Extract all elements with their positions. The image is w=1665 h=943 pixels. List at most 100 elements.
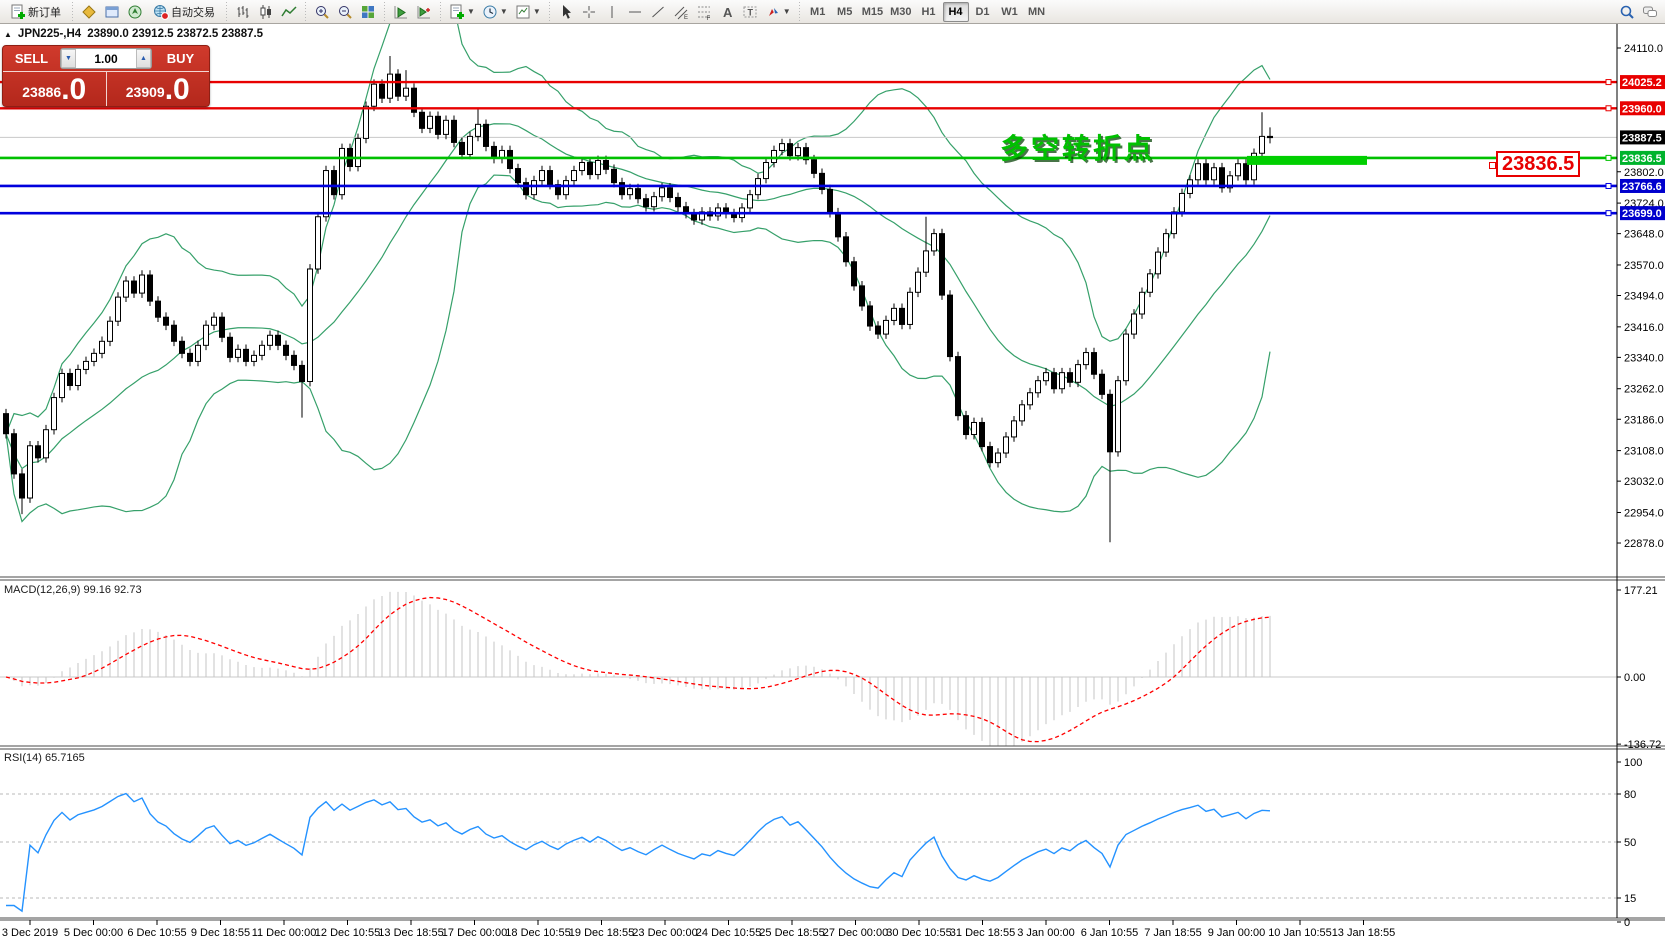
collapse-triangle-icon[interactable]: ▲ bbox=[4, 29, 12, 39]
template-button[interactable]: ▼ bbox=[512, 2, 544, 22]
chat-button[interactable] bbox=[1639, 2, 1661, 22]
volume-input[interactable] bbox=[76, 49, 136, 68]
volume-decrease-button[interactable]: ▼ bbox=[61, 49, 76, 68]
chart-area[interactable]: 24110.0 23802.0 23724.0 23648.0 23570.0 23494… bbox=[0, 24, 1665, 943]
new-order-button[interactable]: 新订单 bbox=[4, 2, 67, 22]
svg-text:13 Dec 18:55: 13 Dec 18:55 bbox=[378, 927, 443, 939]
svg-text:23340.0: 23340.0 bbox=[1624, 352, 1664, 364]
data-window-icon bbox=[104, 4, 120, 20]
sell-price-frac: .0 bbox=[61, 73, 87, 106]
svg-text:24 Dec 10:55: 24 Dec 10:55 bbox=[696, 927, 761, 939]
text-button[interactable]: A bbox=[716, 2, 738, 22]
svg-text:23186.0: 23186.0 bbox=[1624, 414, 1664, 426]
svg-text:23699.0: 23699.0 bbox=[1622, 208, 1662, 220]
zoom-in-button[interactable] bbox=[311, 2, 333, 22]
text-label-icon: T bbox=[742, 4, 758, 20]
buy-button[interactable]: BUY bbox=[166, 51, 195, 66]
search-icon bbox=[1619, 4, 1635, 20]
svg-text:3 Jan 00:00: 3 Jan 00:00 bbox=[1017, 927, 1075, 939]
toolbar-separator bbox=[546, 1, 552, 22]
cursor-icon bbox=[558, 4, 574, 20]
svg-text:50: 50 bbox=[1624, 837, 1636, 849]
svg-text:23 Dec 00:00: 23 Dec 00:00 bbox=[632, 927, 697, 939]
timeframe-h1-button[interactable]: H1 bbox=[921, 5, 936, 18]
zoom-out-icon bbox=[337, 4, 353, 20]
svg-text:A: A bbox=[723, 5, 733, 20]
svg-text:23648.0: 23648.0 bbox=[1624, 229, 1664, 241]
svg-text:17 Dec 00:00: 17 Dec 00:00 bbox=[442, 927, 507, 939]
chart-canvas[interactable]: 24110.023802.023724.023648.023570.023494… bbox=[0, 24, 1665, 943]
fibonacci-button[interactable]: F bbox=[693, 2, 715, 22]
svg-text:0: 0 bbox=[1624, 917, 1630, 929]
data-window-button[interactable] bbox=[101, 2, 123, 22]
svg-text:27 Dec 00:00: 27 Dec 00:00 bbox=[823, 927, 888, 939]
line-chart-icon bbox=[281, 4, 297, 20]
crosshair-icon bbox=[581, 4, 597, 20]
arrows-icon bbox=[765, 4, 781, 20]
arrows-button[interactable]: ▼ bbox=[762, 2, 794, 22]
period-button[interactable]: ▼ bbox=[479, 2, 511, 22]
sell-price[interactable]: 23886 .0 bbox=[3, 72, 107, 106]
timeframe-mn-button[interactable]: MN bbox=[1027, 5, 1046, 18]
svg-text:30 Dec 10:55: 30 Dec 10:55 bbox=[886, 927, 951, 939]
svg-text:24025.2: 24025.2 bbox=[1622, 77, 1662, 89]
svg-text:3 Dec 2019: 3 Dec 2019 bbox=[2, 927, 58, 939]
chart-shift-icon bbox=[393, 4, 409, 20]
symbol-info: ▲ JPN225-,H4 23890.0 23912.5 23872.5 238… bbox=[4, 28, 263, 40]
svg-text:T: T bbox=[747, 7, 753, 17]
timeframe-m15-button[interactable]: M15 bbox=[861, 5, 884, 18]
horizontal-line-button[interactable] bbox=[624, 2, 646, 22]
svg-text:23262.0: 23262.0 bbox=[1624, 384, 1664, 396]
timeframe-m1-button[interactable]: M1 bbox=[810, 5, 826, 18]
timeframe-w1-button[interactable]: W1 bbox=[1001, 5, 1018, 18]
template-icon bbox=[515, 4, 531, 20]
autotrading-button[interactable]: 自动交易 bbox=[147, 2, 221, 22]
timeframe-m30-button[interactable]: M30 bbox=[890, 5, 912, 18]
zoom-out-button[interactable] bbox=[334, 2, 356, 22]
market-watch-button[interactable] bbox=[78, 2, 100, 22]
line-chart-button[interactable] bbox=[278, 2, 300, 22]
buy-price[interactable]: 23909 .0 bbox=[107, 72, 210, 106]
timeframe-m5-button[interactable]: M5 bbox=[837, 5, 853, 18]
turning-point-annotation[interactable]: 多空转折点 bbox=[1000, 133, 1156, 164]
crosshair-button[interactable] bbox=[578, 2, 600, 22]
svg-text:5 Dec 00:00: 5 Dec 00:00 bbox=[64, 927, 123, 939]
fibonacci-icon: F bbox=[696, 4, 712, 20]
svg-text:23766.6: 23766.6 bbox=[1622, 181, 1662, 193]
svg-text:23570.0: 23570.0 bbox=[1624, 260, 1664, 272]
channel-button[interactable]: E bbox=[670, 2, 692, 22]
svg-text:23416.0: 23416.0 bbox=[1624, 322, 1664, 334]
svg-text:0.00: 0.00 bbox=[1624, 672, 1645, 684]
candlestick-icon bbox=[258, 4, 274, 20]
timeframe-h4-button[interactable]: H4 bbox=[942, 1, 969, 22]
navigator-button[interactable] bbox=[124, 2, 146, 22]
volume-increase-button[interactable]: ▲ bbox=[136, 49, 151, 68]
timeframe-d1-button[interactable]: D1 bbox=[975, 5, 990, 18]
tile-windows-button[interactable] bbox=[357, 2, 379, 22]
bar-chart-button[interactable] bbox=[232, 2, 254, 22]
new-chart-button[interactable]: ▼ bbox=[446, 2, 478, 22]
svg-text:6 Jan 10:55: 6 Jan 10:55 bbox=[1081, 927, 1139, 939]
chart-shift-button[interactable] bbox=[390, 2, 412, 22]
svg-text:24110.0: 24110.0 bbox=[1624, 43, 1663, 55]
text-icon: A bbox=[719, 4, 735, 20]
svg-text:23836.5: 23836.5 bbox=[1622, 153, 1662, 165]
auto-scroll-icon bbox=[416, 4, 432, 20]
market-watch-icon bbox=[81, 4, 97, 20]
search-button[interactable] bbox=[1616, 2, 1638, 22]
cursor-button[interactable] bbox=[555, 2, 577, 22]
vertical-line-button[interactable] bbox=[601, 2, 623, 22]
svg-text:23960.0: 23960.0 bbox=[1622, 103, 1662, 115]
price-label-box[interactable]: 23836.5 bbox=[1488, 151, 1581, 177]
trendline-button[interactable] bbox=[647, 2, 669, 22]
sell-button[interactable]: SELL bbox=[14, 51, 49, 66]
new-order-label: 新订单 bbox=[28, 6, 61, 19]
candlestick-chart-button[interactable] bbox=[255, 2, 277, 22]
svg-text:11 Dec 00:00: 11 Dec 00:00 bbox=[252, 927, 317, 939]
text-label-button[interactable]: T bbox=[739, 2, 761, 22]
svg-text:15: 15 bbox=[1624, 893, 1636, 905]
buy-price-main: 23909 bbox=[125, 84, 165, 100]
auto-scroll-button[interactable] bbox=[413, 2, 435, 22]
svg-text:23802.0: 23802.0 bbox=[1624, 167, 1664, 179]
